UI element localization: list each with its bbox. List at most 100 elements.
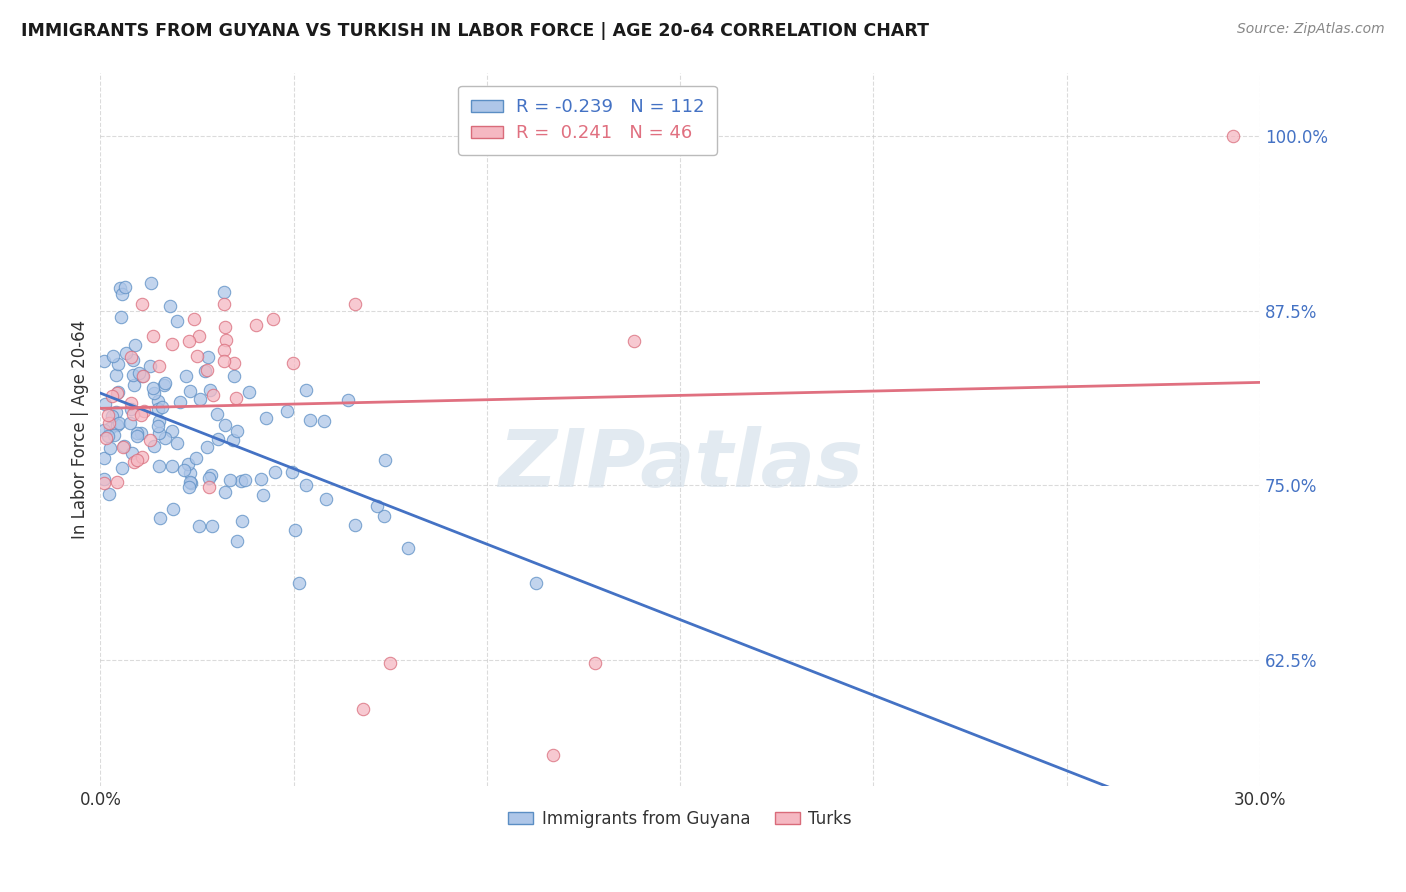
Point <box>148 414 170 428</box>
Point <box>336 392 359 407</box>
Point <box>188 328 211 343</box>
Point <box>149 511 172 525</box>
Point <box>373 509 395 524</box>
Point <box>198 383 221 397</box>
Point <box>218 473 240 487</box>
Point <box>197 480 219 494</box>
Point <box>93 476 115 491</box>
Point <box>235 473 257 487</box>
Point <box>105 404 128 418</box>
Point <box>111 461 134 475</box>
Point <box>179 384 201 399</box>
Point <box>1222 128 1244 143</box>
Point <box>583 656 606 670</box>
Point <box>129 425 152 440</box>
Point <box>98 441 121 455</box>
Point <box>166 314 188 328</box>
Point <box>283 355 305 369</box>
Point <box>315 492 337 507</box>
Point <box>202 388 225 402</box>
Point <box>148 458 170 473</box>
Point <box>107 384 129 399</box>
Point <box>114 280 136 294</box>
Point <box>380 656 402 670</box>
Text: Source: ZipAtlas.com: Source: ZipAtlas.com <box>1237 22 1385 37</box>
Point <box>195 440 218 454</box>
Point <box>160 336 183 351</box>
Point <box>122 407 145 421</box>
Point <box>150 400 173 414</box>
Point <box>120 396 142 410</box>
Point <box>343 517 366 532</box>
Point <box>281 465 304 479</box>
Point <box>200 519 222 533</box>
Text: ZIPatlas: ZIPatlas <box>498 426 863 504</box>
Point <box>245 318 267 332</box>
Point <box>314 415 336 429</box>
Point <box>160 425 183 439</box>
Point <box>121 353 143 368</box>
Point <box>212 285 235 300</box>
Y-axis label: In Labor Force | Age 20-64: In Labor Force | Age 20-64 <box>72 320 89 539</box>
Point <box>120 402 142 417</box>
Point <box>114 346 136 360</box>
Point <box>212 296 235 310</box>
Point <box>224 369 246 384</box>
Point <box>197 350 219 364</box>
Point <box>153 377 176 392</box>
Point <box>173 463 195 477</box>
Point <box>226 424 249 438</box>
Point <box>231 475 253 489</box>
Point <box>212 343 235 358</box>
Point <box>252 488 274 502</box>
Point <box>207 432 229 446</box>
Point <box>131 296 153 310</box>
Point <box>98 421 121 435</box>
Point <box>162 502 184 516</box>
Point <box>177 480 200 494</box>
Point <box>295 477 318 491</box>
Point <box>200 467 222 482</box>
Point <box>214 485 236 500</box>
Point <box>159 299 181 313</box>
Point <box>93 353 115 368</box>
Point <box>107 357 129 371</box>
Point <box>146 393 169 408</box>
Point <box>188 392 211 407</box>
Point <box>224 356 246 370</box>
Point <box>524 576 547 591</box>
Point <box>122 455 145 469</box>
Point <box>97 429 120 443</box>
Point <box>142 439 165 453</box>
Point <box>124 338 146 352</box>
Point <box>131 409 153 423</box>
Point <box>623 334 645 349</box>
Point <box>212 354 235 368</box>
Point <box>110 310 132 324</box>
Point <box>215 333 238 347</box>
Point <box>343 296 366 310</box>
Point <box>118 416 141 430</box>
Point <box>225 392 247 406</box>
Point <box>238 384 260 399</box>
Point <box>128 366 150 380</box>
Point <box>122 377 145 392</box>
Point <box>541 747 564 762</box>
Point <box>103 428 125 442</box>
Point <box>288 576 311 591</box>
Legend: Immigrants from Guyana, Turks: Immigrants from Guyana, Turks <box>502 803 859 835</box>
Point <box>142 329 165 343</box>
Point <box>101 409 124 423</box>
Point <box>169 395 191 409</box>
Point <box>134 404 156 418</box>
Point <box>131 450 153 464</box>
Point <box>250 472 273 486</box>
Point <box>160 458 183 473</box>
Point <box>166 435 188 450</box>
Point <box>276 403 298 417</box>
Point <box>108 417 131 431</box>
Point <box>299 413 322 427</box>
Point <box>105 386 128 401</box>
Point <box>198 470 221 484</box>
Point <box>186 450 208 465</box>
